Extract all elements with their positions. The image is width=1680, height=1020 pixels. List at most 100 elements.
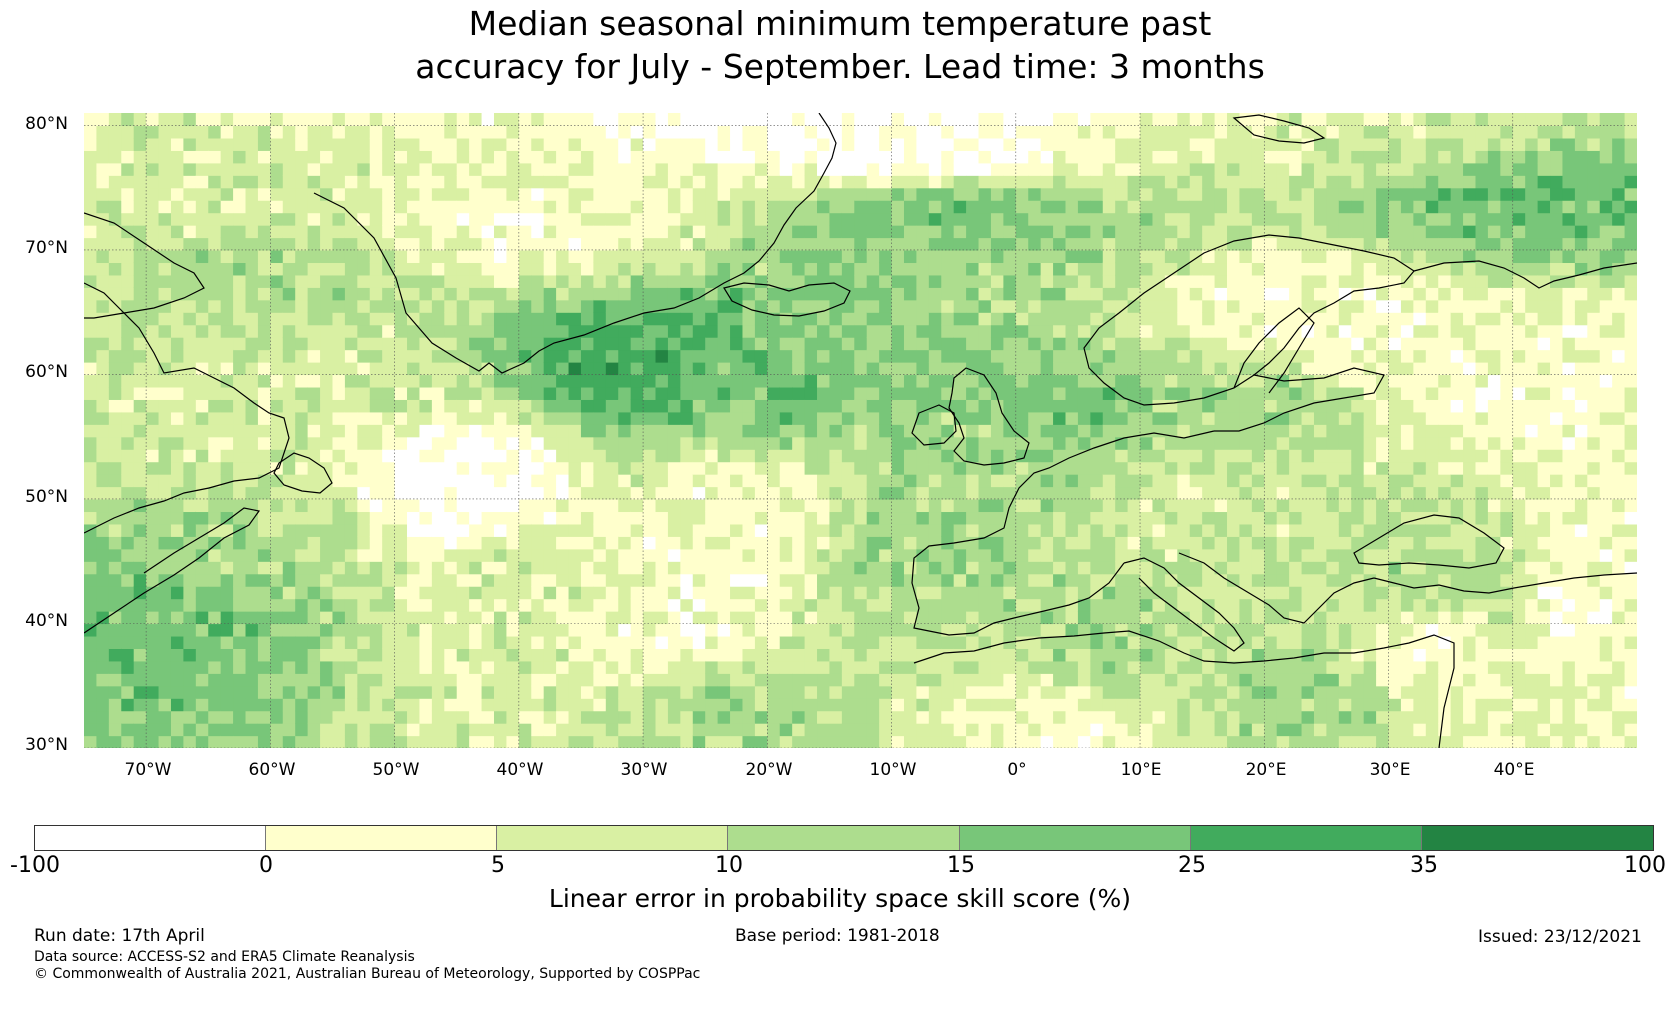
- grid-cell: [779, 710, 793, 724]
- grid-cell: [568, 611, 582, 625]
- grid-cell: [1090, 349, 1104, 363]
- grid-cell: [1189, 449, 1203, 463]
- grid-cell: [953, 175, 967, 189]
- grid-cell: [431, 635, 445, 649]
- grid-cell: [394, 611, 408, 625]
- grid-cell: [916, 374, 930, 388]
- grid-cell: [1003, 474, 1017, 488]
- grid-cell: [1289, 312, 1303, 326]
- grid-cell: [456, 150, 470, 164]
- grid-cell: [742, 249, 756, 264]
- grid-cell: [481, 187, 495, 201]
- grid-cell: [891, 349, 905, 363]
- grid-cell: [469, 436, 483, 450]
- grid-cell: [556, 660, 570, 674]
- grid-cell: [705, 249, 719, 264]
- grid-cell: [1115, 125, 1129, 139]
- grid-cell: [1276, 287, 1290, 301]
- grid-cell: [916, 187, 930, 201]
- grid-cell: [1077, 162, 1091, 176]
- grid-cell: [879, 349, 893, 363]
- grid-cell: [593, 598, 607, 612]
- grid-cell: [854, 362, 868, 376]
- grid-cell: [543, 723, 557, 737]
- grid-cell: [121, 548, 135, 562]
- grid-cell: [568, 735, 582, 748]
- grid-cell: [1214, 623, 1228, 637]
- grid-cell: [431, 175, 445, 189]
- grid-cell: [1015, 685, 1029, 699]
- grid-cell: [593, 723, 607, 737]
- grid-cell: [1276, 299, 1290, 313]
- grid-cell: [879, 561, 893, 575]
- grid-cell: [208, 598, 222, 612]
- grid-cell: [792, 150, 806, 164]
- grid-cell: [618, 262, 632, 276]
- grid-cell: [108, 561, 122, 575]
- grid-cell: [1115, 200, 1129, 214]
- grid-cell: [282, 312, 296, 326]
- grid-cell: [667, 200, 681, 214]
- grid-cell: [1289, 623, 1303, 637]
- grid-cell: [108, 436, 122, 450]
- grid-cell: [891, 125, 905, 139]
- grid-cell: [1115, 536, 1129, 550]
- grid-cell: [1276, 573, 1290, 587]
- grid-cell: [1239, 150, 1253, 164]
- grid-cell: [233, 262, 247, 276]
- grid-cell: [1276, 237, 1290, 251]
- grid-cell: [1202, 523, 1216, 537]
- grid-cell: [1127, 660, 1141, 674]
- grid-cell: [456, 673, 470, 687]
- grid-cell: [320, 536, 334, 550]
- grid-cell: [133, 200, 147, 214]
- grid-cell: [1164, 573, 1178, 587]
- grid-cell: [556, 548, 570, 562]
- grid-cell: [208, 673, 222, 687]
- grid-cell: [966, 685, 980, 699]
- grid-cell: [1115, 187, 1129, 201]
- grid-cell: [879, 673, 893, 687]
- grid-cell: [133, 237, 147, 251]
- grid-cell: [1152, 150, 1166, 164]
- grid-cell: [1264, 337, 1278, 351]
- grid-cell: [220, 362, 234, 376]
- grid-cell: [990, 635, 1004, 649]
- grid-cell: [282, 586, 296, 600]
- grid-cell: [568, 698, 582, 712]
- grid-cell: [431, 735, 445, 748]
- grid-cell: [407, 461, 421, 475]
- grid-cell: [692, 274, 706, 288]
- grid-cell: [195, 611, 209, 625]
- grid-cell: [170, 287, 184, 301]
- grid-cell: [407, 299, 421, 313]
- grid-cell: [295, 162, 309, 176]
- grid-cell: [705, 424, 719, 438]
- grid-cell: [245, 175, 259, 189]
- grid-cell: [307, 125, 321, 139]
- grid-cell: [195, 225, 209, 239]
- grid-cell: [108, 399, 122, 413]
- grid-cell: [121, 673, 135, 687]
- grid-cell: [1028, 449, 1042, 463]
- grid-cell: [245, 237, 259, 251]
- grid-cell: [357, 337, 371, 351]
- grid-cell: [580, 449, 594, 463]
- grid-cell: [518, 299, 532, 313]
- grid-cell: [493, 461, 508, 475]
- grid-cell: [804, 237, 818, 251]
- grid-cell: [320, 498, 334, 513]
- grid-cell: [481, 436, 495, 450]
- grid-cell: [220, 137, 234, 151]
- grid-cell: [518, 548, 532, 562]
- grid-cell: [407, 362, 421, 376]
- grid-cell: [655, 125, 669, 139]
- grid-cell: [580, 187, 594, 201]
- grid-cell: [593, 536, 607, 550]
- grid-cell: [680, 710, 694, 724]
- grid-cell: [928, 436, 942, 450]
- grid-cell: [295, 274, 309, 288]
- grid-cell: [605, 237, 619, 251]
- grid-cell: [419, 262, 433, 276]
- grid-cell: [891, 561, 905, 575]
